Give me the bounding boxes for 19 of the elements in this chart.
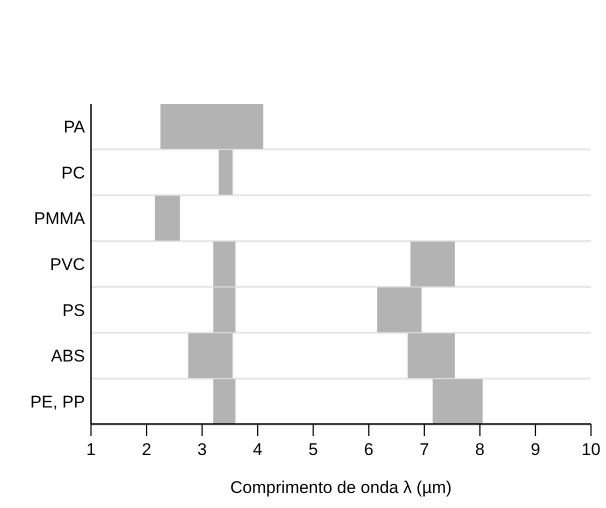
x-tick-label: 7 — [420, 440, 430, 459]
x-tick-label: 10 — [582, 440, 600, 459]
bar — [154, 196, 180, 241]
x-tick-label: 4 — [252, 440, 262, 459]
x-tick-label: 3 — [197, 440, 207, 459]
x-tick-label: 9 — [530, 440, 540, 459]
y-tick-label: PVC — [50, 254, 85, 274]
x-tick-label: 6 — [364, 440, 374, 459]
x-tick-label: 1 — [86, 440, 96, 459]
x-tick-label: 8 — [475, 440, 485, 459]
x-axis-title: Comprimento de onda λ (µm) — [230, 478, 452, 497]
y-tick-label: PS — [62, 300, 85, 320]
y-tick-label: PA — [64, 117, 86, 136]
x-tick-label: 5 — [308, 440, 318, 459]
y-tick-label: ABS — [50, 346, 85, 366]
y-tick-label: PC — [61, 163, 85, 182]
x-tick-label: 2 — [142, 440, 152, 459]
y-tick-label: PE, PP — [30, 392, 85, 412]
y-tick-label: PMMA — [34, 209, 86, 228]
